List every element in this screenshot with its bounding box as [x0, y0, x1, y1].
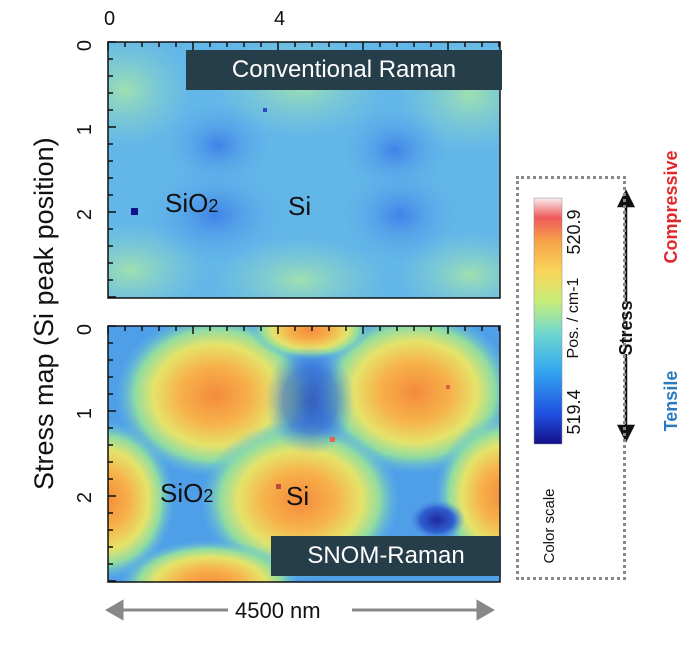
axis-ticks [107, 41, 500, 582]
colorbar-min-label: 519.4 [564, 389, 584, 435]
top-axis-tick-0: 0 [104, 8, 116, 30]
scale-bar-label: 4500 nm [235, 598, 321, 623]
scale-bar-arrow [104, 599, 496, 621]
top-sio2-label: SiO2 [165, 188, 219, 218]
top-si-label: Si [288, 191, 312, 221]
top-axis-tick-2: 4 [274, 8, 286, 30]
snom-raman-title: SNOM-Raman [271, 536, 501, 576]
stress-label: Stress [616, 300, 636, 356]
colorbar-caption: Color scale [541, 488, 558, 564]
bottom-si-label: Si [286, 481, 310, 511]
conventional-raman-title: Conventional Raman [186, 50, 502, 90]
colorbar-unit-label: Pos. / cm-1 [565, 277, 582, 359]
colorbar-max-label: 520.9 [564, 209, 584, 255]
compressive-label: Compressive [661, 150, 681, 264]
tensile-label: Tensile [661, 370, 681, 432]
stress-arrow [616, 189, 636, 443]
conventional-raman-map [108, 42, 500, 298]
colorbar-legend-box [516, 176, 626, 580]
bottom-sio2-label: SiO2 [160, 478, 214, 508]
colorbar-gradient [533, 197, 563, 445]
